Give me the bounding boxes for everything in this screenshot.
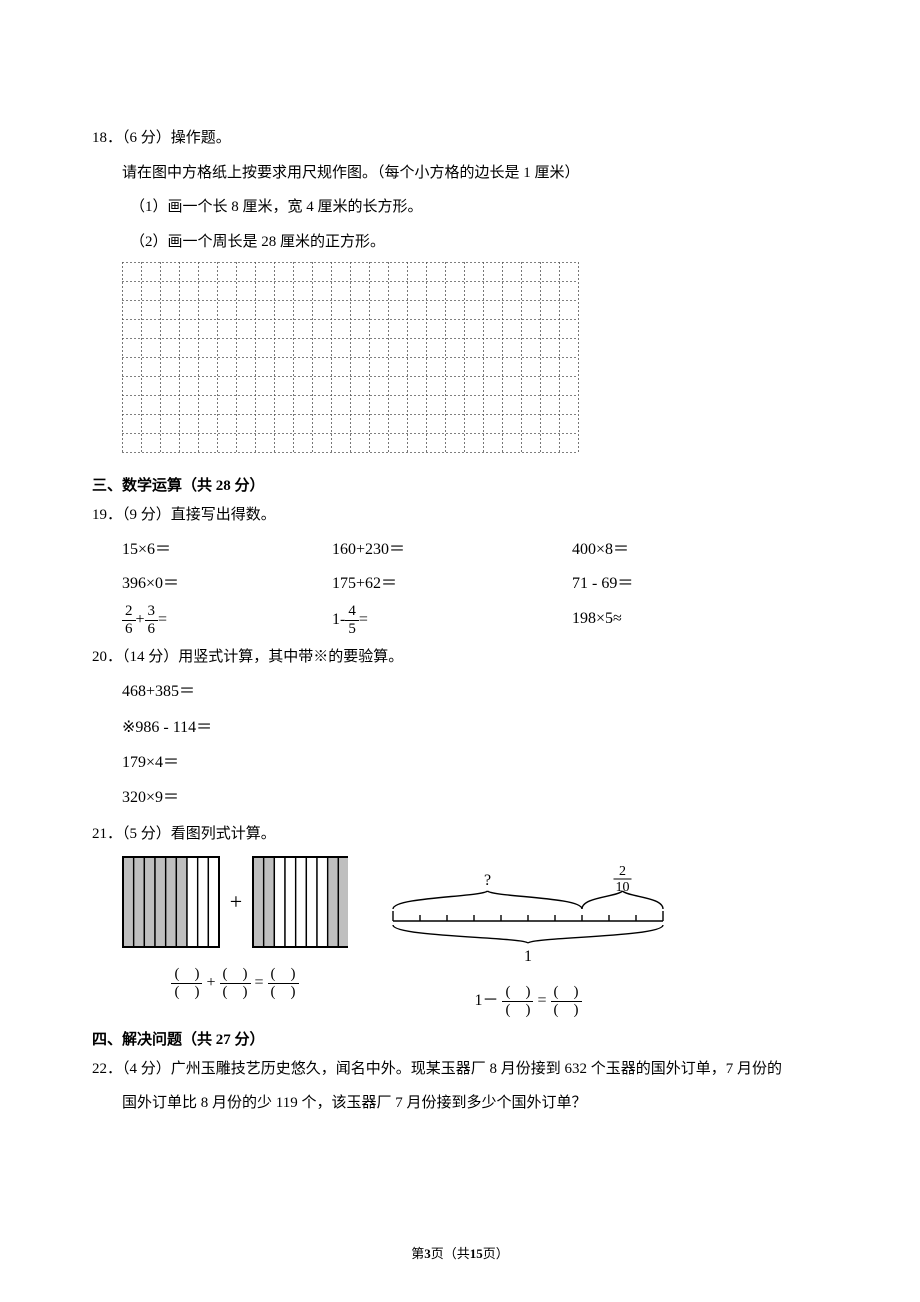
q18-sub2: （2）画一个周长是 28 厘米的正方形。 [92, 228, 828, 257]
q19-r1c1: 15×6＝ [122, 535, 332, 565]
q21-figures: + ( ) ( ) + ( ) ( ) = ( ) ( ) ? 210 1 [92, 856, 828, 1018]
footer-mid: 页（共 [431, 1246, 470, 1261]
svg-text:10: 10 [616, 880, 630, 895]
blank-frac-3: ( ) ( ) [268, 967, 299, 1000]
frac-4-5: 4 5 [345, 604, 359, 637]
q20-list: 468+385＝ ※986 - 114＝ 179×4＝ 320×9＝ [92, 677, 828, 814]
q19-row2: 396×0＝ 175+62＝ 71 - 69＝ [92, 569, 828, 599]
exam-page: 18．（6 分）操作题。 请在图中方格纸上按要求用尺规作图。（每个小方格的边长是… [0, 0, 920, 1302]
footer-total: 15 [470, 1246, 483, 1261]
q20-item-3: 320×9＝ [122, 783, 828, 813]
section3-heading: 三、数学运算（共 28 分） [92, 474, 828, 495]
blank-frac-2: ( ) ( ) [220, 967, 251, 1000]
q18-instr: 请在图中方格纸上按要求用尺规作图。（每个小方格的边长是 1 厘米） [92, 159, 828, 188]
q21-right-fig: ? 210 1 1－ ( ) ( ) = ( ) ( ) [378, 856, 678, 1018]
footer-prefix: 第 [411, 1246, 424, 1261]
q21-right-eq: 1－ ( ) ( ) = ( ) ( ) [378, 985, 678, 1018]
q18-grid-wrap [92, 262, 828, 464]
q20-label: 20．（14 分）用竖式计算，其中带※的要验算。 [92, 643, 828, 672]
q21-right-svg: ? 210 1 [378, 856, 678, 966]
q21-label: 21．（5 分）看图列式计算。 [92, 820, 828, 849]
q19-r3c2: 1- 4 5 = [332, 604, 572, 637]
q20-item-1: ※986 - 114＝ [122, 713, 828, 743]
q22-line-a: 22．（4 分）广州玉雕技艺历史悠久，闻名中外。现某玉器厂 8 月份接到 632… [92, 1055, 828, 1084]
q18-label: 18．（6 分）操作题。 [92, 124, 828, 153]
footer-suffix: 页） [483, 1246, 509, 1261]
q19-block: 19．（9 分）直接写出得数。 15×6＝ 160+230＝ 400×8＝ 39… [92, 501, 828, 637]
q18-sub1: （1）画一个长 8 厘米，宽 4 厘米的长方形。 [92, 193, 828, 222]
q20-item-0: 468+385＝ [122, 677, 828, 707]
q19-row1: 15×6＝ 160+230＝ 400×8＝ [92, 535, 828, 565]
blank-frac-4: ( ) ( ) [502, 985, 533, 1018]
q19-r1c3: 400×8＝ [572, 535, 772, 565]
grid-paper [122, 262, 579, 453]
page-footer: 第3页（共15页） [0, 1243, 920, 1262]
q19-row3: 2 6 + 3 6 = 1- 4 5 = 198×5≈ [92, 604, 828, 637]
svg-text:?: ? [484, 872, 491, 889]
blank-frac-1: ( ) ( ) [171, 967, 202, 1000]
q19-r2c3: 71 - 69＝ [572, 569, 772, 599]
q21-left-fig: + ( ) ( ) + ( ) ( ) = ( ) ( ) [122, 856, 348, 1000]
q19-r1c2: 160+230＝ [332, 535, 572, 565]
svg-text:2: 2 [619, 864, 626, 879]
q20-item-2: 179×4＝ [122, 748, 828, 778]
q19-r2c2: 175+62＝ [332, 569, 572, 599]
q19-r3c3: 198×5≈ [572, 604, 772, 637]
svg-text:1: 1 [524, 948, 532, 965]
section4-heading: 四、解决问题（共 27 分） [92, 1028, 828, 1049]
q18-block: 18．（6 分）操作题。 请在图中方格纸上按要求用尺规作图。（每个小方格的边长是… [92, 124, 828, 464]
frac-2-6: 2 6 [122, 604, 136, 637]
q20-block: 20．（14 分）用竖式计算，其中带※的要验算。 468+385＝ ※986 -… [92, 643, 828, 814]
q22-block: 22．（4 分）广州玉雕技艺历史悠久，闻名中外。现某玉器厂 8 月份接到 632… [92, 1055, 828, 1118]
q19-r2c1: 396×0＝ [122, 569, 332, 599]
q22-line-b: 国外订单比 8 月份的少 119 个，该玉器厂 7 月份接到多少个国外订单？ [92, 1089, 828, 1118]
q21-block: 21．（5 分）看图列式计算。 + ( ) ( ) + ( ) ( ) = ( … [92, 820, 828, 1018]
frac-3-6: 3 6 [145, 604, 159, 637]
q19-label: 19．（9 分）直接写出得数。 [92, 501, 828, 530]
svg-text:+: + [230, 889, 242, 914]
q19-r3c1: 2 6 + 3 6 = [122, 604, 332, 637]
q21-left-eq: ( ) ( ) + ( ) ( ) = ( ) ( ) [122, 967, 348, 1000]
q21-left-svg: + [122, 856, 348, 948]
blank-frac-5: ( ) ( ) [551, 985, 582, 1018]
